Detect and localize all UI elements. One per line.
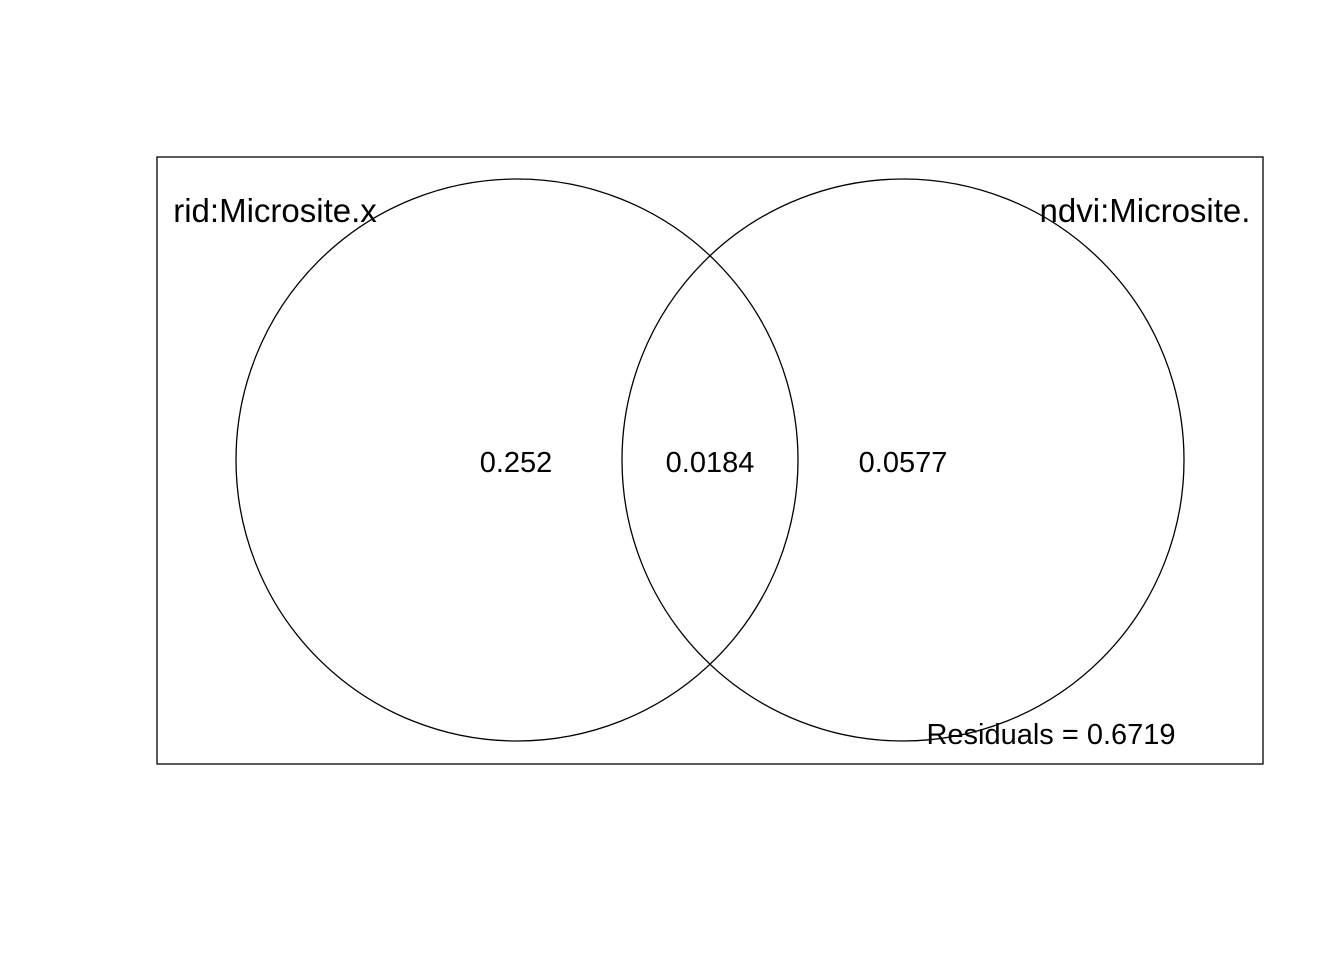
set-b-label: ndvi:Microsite.	[1040, 192, 1251, 229]
set-a-only-value: 0.252	[480, 447, 553, 479]
set-a-circle	[235, 178, 799, 742]
shared-value: 0.0184	[666, 447, 755, 479]
plot-frame	[156, 156, 1264, 765]
set-a-label: rid:Microsite.x	[173, 192, 377, 229]
residuals-label: Residuals = 0.6719	[926, 719, 1175, 751]
set-b-only-value: 0.0577	[859, 447, 948, 479]
set-b-circle	[621, 178, 1185, 742]
